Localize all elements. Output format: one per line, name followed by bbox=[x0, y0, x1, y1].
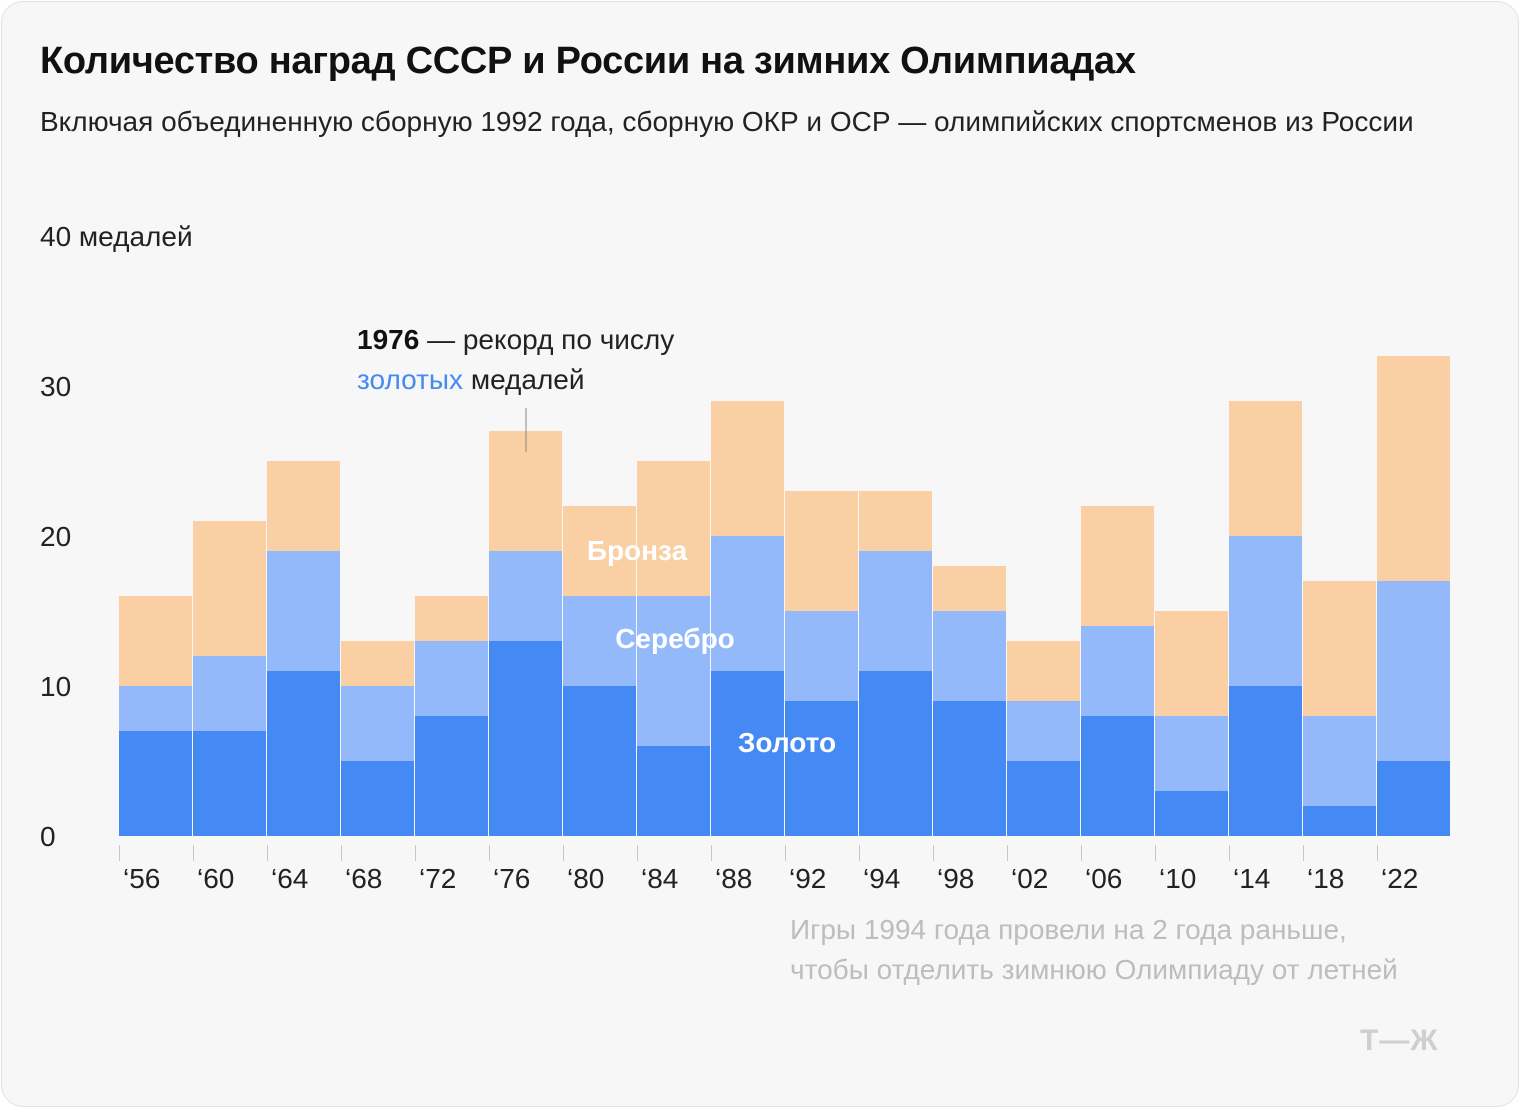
silver-bar-segment bbox=[1303, 716, 1376, 806]
gold-bar-segment bbox=[1155, 791, 1228, 836]
annotation-text: — рекорд по числу bbox=[419, 324, 675, 355]
gold-bar-segment bbox=[1229, 686, 1302, 836]
silver-bar-segment bbox=[563, 596, 636, 686]
series-label-silver: Серебро bbox=[615, 623, 735, 654]
y-tick-label: 40 медалей bbox=[40, 221, 193, 252]
gold-bar-segment bbox=[1081, 716, 1154, 836]
chart-subtitle: Включая объединенную сборную 1992 года, … bbox=[40, 106, 1414, 137]
gold-bar-segment bbox=[1377, 761, 1450, 836]
x-tick-label: ‘02 bbox=[1011, 863, 1048, 894]
bronze-bar-segment bbox=[933, 566, 1006, 611]
gold-bar-segment bbox=[119, 731, 192, 836]
gold-bar-segment bbox=[933, 701, 1006, 836]
silver-bar-segment bbox=[489, 551, 562, 641]
y-tick-label: 10 bbox=[40, 671, 71, 702]
x-tick-label: ‘64 bbox=[271, 863, 308, 894]
bronze-bar-segment bbox=[1081, 506, 1154, 626]
x-tick-label: ‘22 bbox=[1381, 863, 1418, 894]
silver-bar-segment bbox=[1377, 581, 1450, 761]
record-annotation: 1976 — рекорд по числу золотых медалей bbox=[357, 320, 674, 400]
silver-bar-segment bbox=[341, 686, 414, 761]
silver-bar-segment bbox=[193, 656, 266, 731]
gold-bar-segment bbox=[563, 686, 636, 836]
bronze-bar-segment bbox=[119, 596, 192, 686]
bronze-bar-segment bbox=[415, 596, 488, 641]
silver-bar-segment bbox=[1155, 716, 1228, 791]
y-tick-label: 20 bbox=[40, 521, 71, 552]
bronze-bar-segment bbox=[341, 641, 414, 686]
silver-bar-segment bbox=[1081, 626, 1154, 716]
y-tick-label: 30 bbox=[40, 371, 71, 402]
gold-bar-segment bbox=[267, 671, 340, 836]
silver-bar-segment bbox=[267, 551, 340, 671]
x-tick-label: ‘98 bbox=[937, 863, 974, 894]
bronze-bar-segment bbox=[1155, 611, 1228, 716]
bronze-bar-segment bbox=[193, 521, 266, 656]
bronze-bar-segment bbox=[1007, 641, 1080, 701]
gold-bar-segment bbox=[1007, 761, 1080, 836]
bronze-bar-segment bbox=[1229, 401, 1302, 536]
x-tick-label: ‘60 bbox=[197, 863, 234, 894]
gold-bar-segment bbox=[489, 641, 562, 836]
series-label-gold: Золото bbox=[738, 727, 836, 758]
series-label-bronze: Бронза bbox=[587, 535, 688, 566]
x-tick-label: ‘92 bbox=[789, 863, 826, 894]
silver-bar-segment bbox=[415, 641, 488, 716]
y-tick-label: 0 bbox=[40, 821, 56, 852]
gold-bar-segment bbox=[193, 731, 266, 836]
bronze-bar-segment bbox=[1303, 581, 1376, 716]
annotation-tail: медалей bbox=[463, 364, 585, 395]
x-tick-label: ‘06 bbox=[1085, 863, 1122, 894]
gold-bar-segment bbox=[785, 701, 858, 836]
bronze-bar-segment bbox=[637, 461, 710, 596]
x-tick-label: ‘18 bbox=[1307, 863, 1344, 894]
bronze-bar-segment bbox=[711, 401, 784, 536]
gold-bar-segment bbox=[711, 671, 784, 836]
silver-bar-segment bbox=[637, 596, 710, 746]
silver-bar-segment bbox=[933, 611, 1006, 701]
x-tick-label: ‘76 bbox=[493, 863, 530, 894]
silver-bar-segment bbox=[785, 611, 858, 701]
x-tick-label: ‘80 bbox=[567, 863, 604, 894]
bronze-bar-segment bbox=[267, 461, 340, 551]
bronze-bar-segment bbox=[563, 506, 636, 596]
annotation-year: 1976 bbox=[357, 324, 420, 355]
x-tick-label: ‘10 bbox=[1159, 863, 1196, 894]
bronze-bar-segment bbox=[859, 491, 932, 551]
silver-bar-segment bbox=[1229, 536, 1302, 686]
footnote: Игры 1994 года провели на 2 года раньше,… bbox=[790, 910, 1398, 990]
gold-bar-segment bbox=[415, 716, 488, 836]
footnote-line: Игры 1994 года провели на 2 года раньше, bbox=[790, 914, 1347, 945]
x-tick-label: ‘72 bbox=[419, 863, 456, 894]
bronze-bar-segment bbox=[785, 491, 858, 611]
x-tick-label: ‘14 bbox=[1233, 863, 1270, 894]
x-tick-label: ‘68 bbox=[345, 863, 382, 894]
silver-bar-segment bbox=[711, 536, 784, 671]
gold-bar-segment bbox=[859, 671, 932, 836]
x-tick-label: ‘88 bbox=[715, 863, 752, 894]
x-tick-label: ‘56 bbox=[123, 863, 160, 894]
footnote-line: чтобы отделить зимнюю Олимпиаду от летне… bbox=[790, 954, 1398, 985]
gold-bar-segment bbox=[637, 746, 710, 836]
chart-title: Количество наград СССР и России на зимни… bbox=[40, 40, 1136, 82]
tj-logo: Т—Ж bbox=[1360, 1024, 1439, 1057]
silver-bar-segment bbox=[119, 686, 192, 731]
silver-bar-segment bbox=[859, 551, 932, 671]
x-tick-label: ‘84 bbox=[641, 863, 678, 894]
x-tick-label: ‘94 bbox=[863, 863, 900, 894]
silver-bar-segment bbox=[1007, 701, 1080, 761]
bronze-bar-segment bbox=[1377, 356, 1450, 581]
annotation-highlight: золотых bbox=[357, 364, 464, 395]
gold-bar-segment bbox=[341, 761, 414, 836]
gold-bar-segment bbox=[1303, 806, 1376, 836]
